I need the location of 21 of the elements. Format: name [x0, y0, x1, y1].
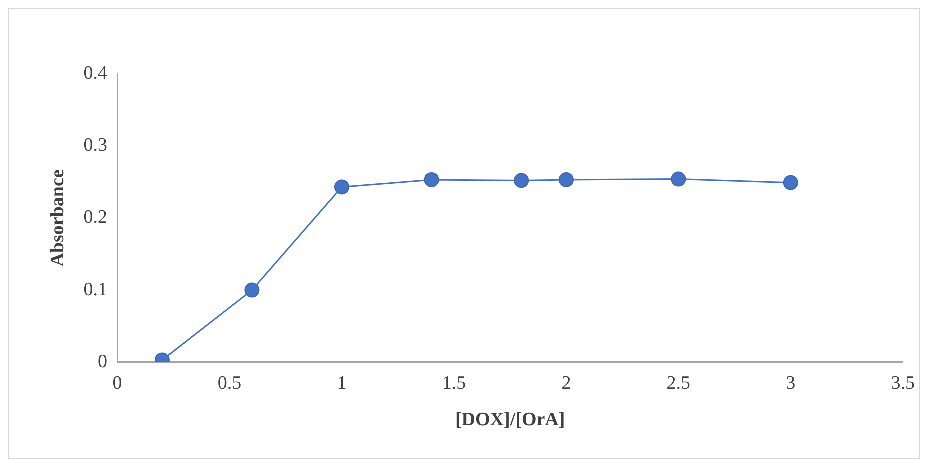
x-tick-label: 1.5 — [442, 372, 466, 394]
x-tick-label: 3.5 — [891, 372, 915, 394]
y-tick-label: 0.1 — [84, 279, 108, 300]
y-axis-title: Absorbance — [47, 170, 68, 267]
point — [334, 180, 350, 195]
x-axis-title: [DOX]/[OrA] — [455, 410, 566, 431]
x-tick-label: 2 — [562, 372, 572, 394]
point — [671, 172, 686, 187]
y-tick-label: 0.3 — [84, 135, 108, 156]
point — [783, 175, 798, 190]
x-tick-label: 2.5 — [666, 372, 691, 394]
x-tick-label: 1 — [337, 372, 347, 394]
y-tick-label: 0 — [98, 351, 108, 372]
y-tick-label: 0.4 — [84, 62, 108, 84]
x-tick-label: 0 — [112, 372, 122, 394]
point — [514, 173, 530, 188]
point — [558, 172, 574, 188]
x-tick-label: 3 — [786, 372, 796, 394]
x-tick-label: 0.5 — [218, 372, 242, 394]
point — [424, 172, 440, 188]
y-tick-label: 0.2 — [84, 207, 108, 228]
